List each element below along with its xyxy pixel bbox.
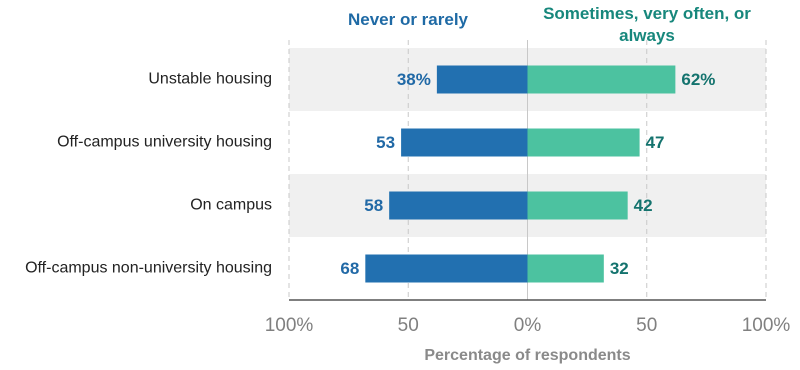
bar [389,191,528,220]
x-tick-label: 100% [742,315,791,336]
y-tick-label: Off-campus university housing [57,134,272,151]
y-tick-label: Unstable housing [148,71,272,88]
legend-left: Never or rarely [347,10,469,29]
value-label: 42 [634,196,653,215]
x-tick-label: 100% [265,315,314,336]
y-tick-label: Off-campus non-university housing [25,260,272,277]
bar [527,65,676,94]
x-tick-label: 50 [398,315,419,336]
bar [436,65,528,94]
value-label: 32 [610,259,629,278]
value-label: 38% [397,70,431,89]
bar [527,191,628,220]
value-label: 53 [376,133,395,152]
value-label: 58 [364,196,383,215]
value-label: 62% [681,70,715,89]
bar [527,254,604,283]
y-tick-label: On campus [190,197,272,214]
bar [527,128,640,157]
x-tick-label: 0% [514,315,542,336]
x-axis-label: Percentage of respondents [424,347,630,364]
legend-right: Sometimes, very often, or always [543,4,751,45]
bar [401,128,528,157]
x-tick-label: 50 [636,315,657,336]
value-label: 47 [646,133,665,152]
value-label: 68 [340,259,359,278]
bar [365,254,528,283]
